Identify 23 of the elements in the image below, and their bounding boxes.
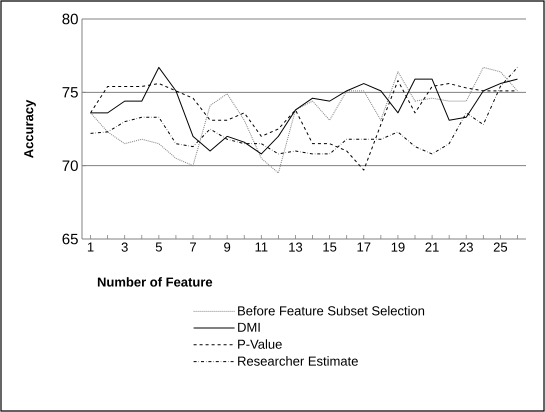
y-tick-label: 75 (62, 87, 78, 98)
legend-label: P-Value (238, 339, 282, 349)
legend-label: Researcher Estimate (238, 356, 358, 366)
x-tick-label: 7 (190, 242, 196, 252)
legend-label: DMI (238, 322, 260, 332)
x-tick-label: 17 (358, 242, 370, 252)
x-tick-label: 23 (460, 242, 473, 252)
x-tick-label: 15 (323, 242, 336, 252)
x-tick-label: 11 (256, 242, 268, 252)
x-tick-label: 19 (392, 242, 405, 252)
x-tick-label: 21 (426, 242, 439, 252)
x-tick-label: 25 (494, 242, 508, 252)
y-axis-title: Accuracy (24, 100, 36, 158)
legend-label: Before Feature Subset Selection (238, 306, 424, 316)
x-axis-title: Number of Feature (98, 277, 212, 287)
x-tick-label: 3 (122, 242, 128, 252)
y-tick-label: 80 (62, 14, 78, 24)
x-tick-label: 1 (88, 242, 94, 252)
y-tick-label: 70 (62, 160, 78, 171)
y-tick-label: 65 (62, 234, 78, 244)
x-tick-label: 13 (289, 242, 302, 252)
x-tick-label: 5 (156, 242, 162, 252)
x-tick-label: 9 (224, 242, 230, 252)
